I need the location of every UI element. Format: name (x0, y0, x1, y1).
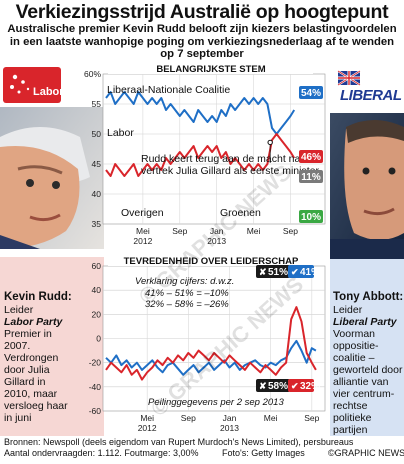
australian-flag-icon (337, 70, 361, 86)
note-bottom: Peilinggegevens per 2 sep 2013 (148, 397, 284, 408)
abbott-info-box: Tony Abbott: Leider Liberal Party Voorma… (330, 259, 404, 436)
abbott-role-prefix: Leider (333, 304, 363, 316)
end-value-badge (299, 210, 323, 223)
footer-sources: Bronnen: Newspoll (deels eigendom van Ru… (4, 437, 354, 447)
x-year-label: 2012 (138, 423, 157, 433)
annotation-marker (267, 139, 273, 146)
rudd-column: Labor Kevin Rudd: Leider Labor Party Pre… (0, 63, 104, 436)
y-tick-label: 40 (92, 285, 102, 295)
chart-title: BELANGRIJKSTE STEM (156, 64, 265, 75)
rudd-party: Labor Party (4, 316, 63, 328)
page-subtitle: Australische premier Kevin Rudd belooft … (7, 23, 397, 60)
end-value-badge (299, 150, 323, 163)
x-year-label: 2013 (220, 423, 239, 433)
x-tick-label: Sep (283, 226, 298, 236)
abbott-photo (330, 113, 404, 259)
y-tick-label: -40 (89, 382, 102, 392)
leadership-badge-dissatisfied (256, 379, 290, 392)
abbott-description: Voorman oppositie-coalitie – geworteld d… (333, 328, 403, 436)
abbott-portrait-image (330, 113, 404, 259)
leadership-badge-satisfied (288, 379, 314, 392)
note-title: Verklaring cijfers: d.w.z. (135, 276, 234, 287)
note-line-2: 32% – 58% = –26% (145, 299, 229, 310)
end-value-badge (299, 170, 323, 183)
y-tick-label: 55 (92, 99, 102, 109)
y-tick-label: -60 (89, 406, 102, 416)
x-tick-label: Sep (172, 226, 187, 236)
series-line-0 (105, 91, 296, 135)
footer: Bronnen: Newspoll (deels eigendom van Ru… (4, 437, 404, 459)
leadership-badge-value: 58% (268, 381, 288, 392)
y-tick-label: 40 (92, 189, 102, 199)
footer-copyright: ©GRAPHIC NEWS (328, 448, 404, 458)
note-line-1: 41% – 51% = –10% (145, 288, 229, 299)
x-tick-label: Mei (136, 226, 150, 236)
abbott-column: LIBERAL Tony Abbott: Leider Liberal Part… (330, 63, 404, 436)
y-tick-label: 45 (92, 159, 102, 169)
end-value-label: 11% (301, 172, 321, 183)
rudd-name: Kevin Rudd: (4, 291, 72, 303)
x-year-label: 2013 (207, 236, 226, 246)
abbott-party: Liberal Party (333, 316, 397, 328)
x-tick-label: Mei (264, 413, 278, 423)
rudd-role-prefix: Leider (4, 304, 34, 316)
leadership-badge-dissatisfied (256, 265, 290, 278)
series-line-1 (105, 306, 317, 381)
liberal-logo-text: LIBERAL (340, 87, 402, 104)
cross-icon: ✘ (259, 267, 267, 277)
end-value-label: 54% (301, 88, 321, 99)
annotation-text-line2: vertrek Julia Gillard als eerste ministe… (141, 165, 319, 177)
rudd-portrait-image (0, 107, 104, 249)
end-value-label: 10% (301, 212, 321, 223)
end-value-badge (299, 86, 323, 99)
x-tick-label: Sep (181, 413, 196, 423)
footer-sample-size: Aantal ondervraagden: 1.112. Foutmarge: … (4, 448, 199, 458)
series-line-0 (105, 339, 317, 376)
page-title: Verkiezingsstrijd Australië op hoogtepun… (15, 1, 389, 23)
check-icon: ✔ (291, 381, 299, 391)
y-tick-label: 60% (84, 69, 101, 79)
leadership-badge-value: 51% (268, 267, 288, 278)
check-icon: ✔ (291, 267, 299, 277)
x-tick-label: Jan (223, 413, 237, 423)
annotation-text-line1: Rudd keert terug aan de macht na (141, 153, 301, 165)
footer-photo-credit: Foto's: Getty Images (222, 448, 305, 458)
series-label-coalition: Liberaal-Nationale Coalitie (107, 84, 230, 96)
y-tick-label: -20 (89, 358, 102, 368)
y-tick-label: 35 (92, 219, 102, 229)
chart-title: TEVREDENHEID OVER LEIDERSCHAP (124, 256, 299, 267)
x-tick-label: Mei (247, 226, 261, 236)
series-line-1 (105, 133, 296, 177)
y-tick-label: 50 (92, 129, 102, 139)
series-label-overigen: Overigen (121, 207, 164, 219)
abbott-name: Tony Abbott: (333, 291, 404, 303)
labor-logo: Labor (3, 67, 64, 103)
rudd-info-box: Kevin Rudd: Leider Labor Party Premier i… (0, 257, 104, 436)
southern-cross-icon (10, 74, 30, 94)
y-tick-label: 20 (92, 309, 102, 319)
chart-title-background (108, 62, 313, 74)
series-label-groenen: Groenen (220, 207, 261, 219)
liberal-logo: LIBERAL (334, 69, 402, 109)
rudd-description: Premier in 2007. Verdrongen door Julia G… (4, 328, 68, 424)
chart-title-background (108, 254, 313, 266)
end-value-label: 46% (301, 152, 321, 163)
x-tick-label: Jan (210, 226, 224, 236)
x-tick-label: Sep (304, 413, 319, 423)
x-tick-label: Mei (140, 413, 154, 423)
cross-icon: ✘ (259, 381, 267, 391)
rudd-photo (0, 107, 104, 249)
x-year-label: 2012 (133, 236, 152, 246)
leadership-badge-value: 32% (300, 381, 320, 392)
series-label-labor: Labor (107, 127, 134, 139)
y-tick-label: 0 (96, 334, 101, 344)
labor-logo-text: Labor (33, 86, 64, 98)
leadership-badge-value: 41% (300, 267, 320, 278)
y-tick-label: 60 (92, 261, 102, 271)
leadership-badge-satisfied (288, 265, 314, 278)
